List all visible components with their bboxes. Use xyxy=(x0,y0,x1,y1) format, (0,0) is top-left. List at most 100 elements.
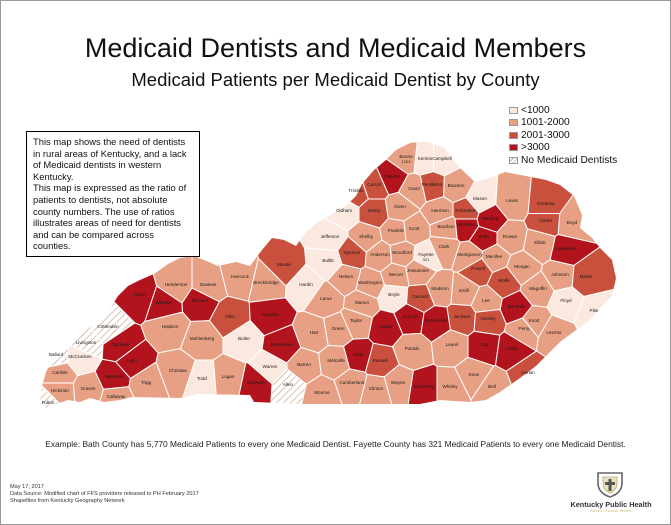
county-label-metcalfe: Metcalfe xyxy=(327,358,345,363)
legend-swatch xyxy=(509,156,518,164)
county-label-jefferson: Jefferson xyxy=(321,234,340,239)
county-label-grant: Grant xyxy=(408,186,420,191)
legend-label: <1000 xyxy=(521,104,550,116)
logo-name: Kentucky Public Health xyxy=(570,500,652,509)
county-label-logan: Logan xyxy=(222,374,235,379)
county-label-ohio: Ohio xyxy=(225,314,235,319)
county-label-wayne: Wayne xyxy=(391,380,406,385)
county-label-henry: Henry xyxy=(368,208,381,213)
county-label-rockcastle: Rockcastle xyxy=(425,318,448,323)
county-label-carroll: Carroll xyxy=(367,182,381,187)
county-label-franklin: Franklin xyxy=(388,228,405,233)
county-label-crittenden: Crittenden xyxy=(97,324,119,329)
county-label-hart: Hart xyxy=(310,330,319,335)
county-label-scott: Scott xyxy=(409,226,420,231)
county-label-owsley: Owsley xyxy=(480,316,496,321)
legend-item-lt1000: <1000 xyxy=(509,104,617,117)
county-label-marion: Marion xyxy=(355,300,369,305)
county-label-knox: Knox xyxy=(469,372,480,377)
county-label-menifee: Menifee xyxy=(486,254,503,259)
kentucky-public-health-logo: Kentucky Public Health Prevent. Promote.… xyxy=(566,471,656,517)
county-label-breckinridge: Breckinridge xyxy=(253,280,279,285)
county-carlisle xyxy=(40,362,79,384)
county-label-robertson: Robertson xyxy=(455,208,477,213)
county-label-bell: Bell xyxy=(488,384,496,389)
legend-swatch xyxy=(509,131,518,139)
county-label-clark: Clark xyxy=(439,244,450,249)
county-label-barren: Barren xyxy=(297,362,311,367)
county-label-hardin: Hardin xyxy=(299,282,313,287)
county-label-garrard: Garrard xyxy=(412,294,428,299)
county-pike xyxy=(573,275,616,408)
county-label-pike: Pike xyxy=(590,308,599,313)
county-label-lyon: Lyon xyxy=(127,358,137,363)
county-label-todd: Todd xyxy=(197,376,207,381)
county-label-breathitt: Breathitt xyxy=(507,304,525,309)
county-label-butler: Butler xyxy=(238,336,250,341)
county-campbell xyxy=(433,141,515,177)
shield-cross-icon xyxy=(597,472,623,498)
county-label-allen: Allen xyxy=(283,382,294,387)
footer-shapefiles: Shapefiles from Kentucky Geography Netwo… xyxy=(10,498,125,504)
county-label-powell: Powell xyxy=(471,266,485,271)
county-label-russell: Russell xyxy=(372,358,387,363)
county-label-christian: Christian xyxy=(169,368,188,373)
county-label-magoffin: Magoffin xyxy=(529,286,547,291)
county-label-mason: Mason xyxy=(473,196,487,201)
county-label-anderson: Anderson xyxy=(370,252,390,257)
county-label-jessamine: Jessamine xyxy=(407,268,429,273)
county-label-muhlenberg: Muhlenberg xyxy=(190,336,215,341)
county-label-pulaski: Pulaski xyxy=(405,346,420,351)
county-label-leslie: Leslie xyxy=(506,346,518,351)
note-paragraph-2: This map is expressed as the ratio of pa… xyxy=(33,182,187,252)
county-label-taylor: Taylor xyxy=(350,318,363,323)
county-label-fayette: Fayette xyxy=(418,252,434,257)
county-label-grayson: Grayson xyxy=(261,312,279,317)
source-footer: May 17, 2017 Data Source: Modified chart… xyxy=(10,484,199,505)
legend-label: >3000 xyxy=(521,142,550,154)
county-label-martin: Martin xyxy=(580,274,593,279)
county-label-mccreary: McCreary xyxy=(414,384,435,389)
legend-item-2001-3000: 2001-3000 xyxy=(509,129,617,142)
county-label-green: Green xyxy=(332,326,345,331)
county-label-daviess: Daviess xyxy=(200,282,217,287)
county-label-carlisle: Carlisle xyxy=(52,370,68,375)
county-label-mccracken: McCracken xyxy=(68,354,92,359)
county-label-hancock: Hancock xyxy=(231,274,250,279)
legend-item-1001-2000: 1001-2000 xyxy=(509,117,617,130)
explanation-note: This map shows the need of dentists in r… xyxy=(26,131,200,257)
footer-source: Data Source: Modified chart of FFS provi… xyxy=(10,491,199,497)
county-label-ballard: Ballard xyxy=(49,352,64,357)
county-label-trigg: Trigg xyxy=(141,380,152,385)
county-label-boyle: Boyle xyxy=(388,292,400,297)
county-label-rowan: Rowan xyxy=(503,234,518,239)
map-subtitle: Medicaid Patients per Medicaid Dentist b… xyxy=(131,69,540,90)
county-label-bracken: Bracken xyxy=(448,183,465,188)
county-label-wolfe: Wolfe xyxy=(498,278,510,283)
county-label-marshall: Marshall xyxy=(105,374,122,379)
county-label-perry: Perry xyxy=(519,326,531,331)
county-label-mercer: Mercer xyxy=(389,272,404,277)
county-label-carter: Carter xyxy=(540,218,553,223)
county-label-monroe: Monroe xyxy=(314,390,330,395)
county-label-livingston: Livingston xyxy=(76,340,97,345)
county-value-boone: 1203 xyxy=(402,159,412,164)
legend-item-gt3000: >3000 xyxy=(509,142,617,155)
county-label-johnson: Johnson xyxy=(551,272,569,277)
county-label-woodford: Woodford xyxy=(392,250,412,255)
county-label-kenton: Kenton xyxy=(418,156,433,161)
county-label-harlan: Harlan xyxy=(521,370,535,375)
county-label-shelby: Shelby xyxy=(359,234,374,239)
legend-swatch xyxy=(509,106,518,114)
county-kenton xyxy=(413,141,434,176)
county-harlan xyxy=(505,350,616,408)
map-legend: <1000 1001-2000 2001-3000 >3000 No Medic… xyxy=(509,104,617,167)
county-label-boyd: Boyd xyxy=(567,220,578,225)
county-label-washington: Washington xyxy=(358,280,383,285)
county-label-floyd: Floyd xyxy=(560,298,572,303)
county-trigg xyxy=(128,361,178,408)
county-label-henderson: Henderson xyxy=(165,282,188,287)
county-label-hickman: Hickman xyxy=(51,388,69,393)
county-label-hopkins: Hopkins xyxy=(162,324,179,329)
county-label-lincoln: Lincoln xyxy=(403,314,418,319)
